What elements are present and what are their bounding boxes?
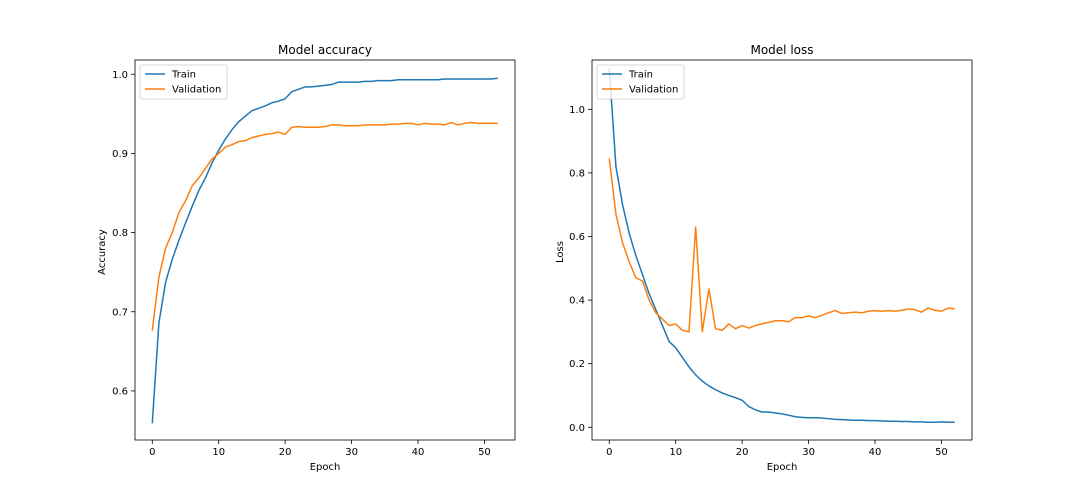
series-line-train (151, 77, 498, 424)
x-axis-label: Epoch (767, 462, 798, 473)
legend-label: Validation (172, 85, 221, 96)
x-axis-label: Epoch (310, 462, 341, 473)
y-tick-label: 1.0 (569, 105, 585, 116)
y-tick-label: 0.2 (569, 359, 585, 370)
series-line-train (608, 67, 955, 423)
y-tick-label: 0.8 (112, 228, 128, 239)
legend-label: Train (628, 70, 653, 81)
plot-frame (134, 59, 516, 441)
chart-title: Model accuracy (278, 43, 372, 57)
x-tick-label: 20 (279, 447, 292, 458)
y-tick-label: 0.4 (569, 296, 585, 307)
x-tick-label: 40 (412, 447, 425, 458)
y-tick-label: 0.8 (569, 168, 585, 179)
accuracy-chart: Model accuracy Epoch Accuracy 0 10 20 30 40 5… (97, 43, 516, 473)
y-tick-label: 0.0 (569, 423, 585, 434)
x-tick-label: 50 (478, 447, 491, 458)
y-tick-label: 0.6 (112, 386, 128, 397)
y-tick-label: 1.0 (112, 70, 128, 81)
legend-label: Validation (629, 85, 678, 96)
legend-label: Train (171, 70, 196, 81)
x-tick-label: 30 (345, 447, 358, 458)
series-line-validation (608, 158, 955, 333)
x-tick-label: 50 (935, 447, 948, 458)
y-axis-label: Accuracy (97, 229, 108, 275)
plot-frame (591, 59, 973, 441)
x-tick-label: 20 (736, 447, 749, 458)
y-tick-label: 0.7 (112, 307, 128, 318)
loss-chart: Model loss Epoch Loss 0 10 20 30 40 50 0.0 0.2 0… (555, 43, 973, 473)
y-axis-label: Loss (555, 241, 566, 263)
y-tick-label: 0.9 (112, 149, 128, 160)
x-tick-label: 30 (802, 447, 815, 458)
y-tick-label: 0.6 (569, 232, 585, 243)
x-tick-label: 10 (669, 447, 682, 458)
chart-title: Model loss (750, 43, 813, 57)
x-tick-label: 40 (869, 447, 882, 458)
x-tick-label: 0 (606, 447, 612, 458)
x-tick-label: 10 (212, 447, 225, 458)
series-line-validation (151, 121, 498, 331)
x-tick-label: 0 (149, 447, 155, 458)
